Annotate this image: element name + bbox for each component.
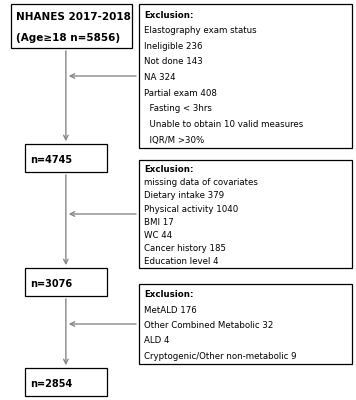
Text: WC 44: WC 44 [144, 231, 172, 240]
Text: Exclusion:: Exclusion: [144, 10, 194, 20]
Bar [139, 284, 352, 364]
Bar [139, 4, 352, 148]
Bar [25, 368, 107, 396]
Text: Unable to obtain 10 valid measures: Unable to obtain 10 valid measures [144, 120, 303, 129]
Text: Education level 4: Education level 4 [144, 257, 219, 266]
Text: Exclusion:: Exclusion: [144, 290, 194, 299]
Bar [139, 160, 352, 268]
Text: BMI 17: BMI 17 [144, 218, 174, 227]
Bar [25, 144, 107, 172]
Text: Fasting < 3hrs: Fasting < 3hrs [144, 104, 212, 113]
Text: Ineligible 236: Ineligible 236 [144, 42, 203, 51]
Text: n=4745: n=4745 [30, 155, 72, 165]
Text: Exclusion:: Exclusion: [144, 165, 194, 174]
Text: Elastography exam status: Elastography exam status [144, 26, 257, 35]
Text: MetALD 176: MetALD 176 [144, 306, 197, 315]
Text: (Age≥18 n=5856): (Age≥18 n=5856) [16, 33, 120, 43]
Text: Cancer history 185: Cancer history 185 [144, 244, 226, 253]
Text: Other Combined Metabolic 32: Other Combined Metabolic 32 [144, 321, 273, 330]
Text: Not done 143: Not done 143 [144, 58, 203, 66]
Text: Partial exam 408: Partial exam 408 [144, 89, 217, 98]
Text: Dietary intake 379: Dietary intake 379 [144, 192, 224, 200]
Text: missing data of covariates: missing data of covariates [144, 178, 258, 187]
Bar [11, 4, 132, 48]
Text: Cryptogenic/Other non-metabolic 9: Cryptogenic/Other non-metabolic 9 [144, 352, 297, 361]
Text: IQR/M >30%: IQR/M >30% [144, 136, 204, 145]
Text: NHANES 2017-2018: NHANES 2017-2018 [16, 12, 131, 22]
Text: ALD 4: ALD 4 [144, 336, 170, 346]
Text: n=2854: n=2854 [30, 378, 73, 389]
Text: NA 324: NA 324 [144, 73, 176, 82]
Bar [25, 268, 107, 296]
Text: n=3076: n=3076 [30, 278, 72, 289]
Text: Physical activity 1040: Physical activity 1040 [144, 204, 239, 214]
